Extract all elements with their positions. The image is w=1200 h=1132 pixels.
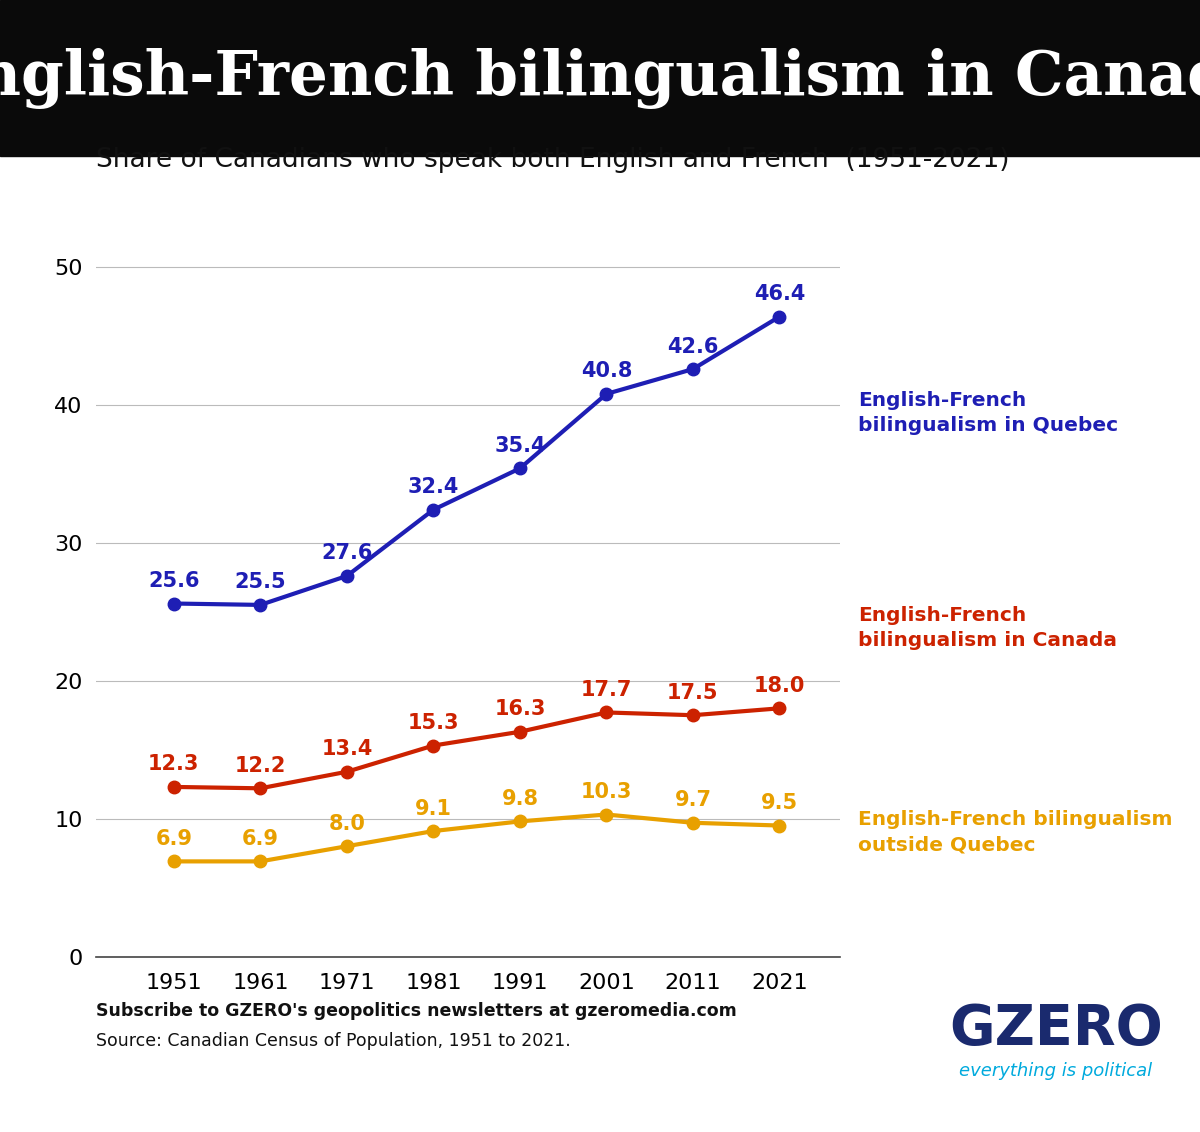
Text: English-French bilingualism in Canada: English-French bilingualism in Canada: [0, 48, 1200, 109]
Text: 12.3: 12.3: [148, 754, 199, 774]
Text: 9.8: 9.8: [502, 789, 539, 809]
Text: 10.3: 10.3: [581, 782, 632, 801]
Text: 17.5: 17.5: [667, 683, 719, 703]
Text: 46.4: 46.4: [754, 284, 805, 305]
Text: 17.7: 17.7: [581, 680, 632, 700]
Text: 18.0: 18.0: [754, 676, 805, 696]
Text: English-French
bilingualism in Canada: English-French bilingualism in Canada: [858, 607, 1117, 650]
Text: English-French
bilingualism in Quebec: English-French bilingualism in Quebec: [858, 392, 1118, 435]
Text: 9.5: 9.5: [761, 794, 798, 813]
Text: Share of Canadians who speak both English and French  (1951-2021): Share of Canadians who speak both Englis…: [96, 147, 1009, 173]
Text: English-French bilingualism
outside Quebec: English-French bilingualism outside Queb…: [858, 811, 1172, 854]
Text: 32.4: 32.4: [408, 478, 460, 497]
Text: Subscribe to GZERO's geopolitics newsletters at gzeromedia.com: Subscribe to GZERO's geopolitics newslet…: [96, 1002, 737, 1020]
Text: Source: Canadian Census of Population, 1951 to 2021.: Source: Canadian Census of Population, 1…: [96, 1032, 571, 1050]
Text: 15.3: 15.3: [408, 713, 460, 734]
Text: everything is political: everything is political: [960, 1062, 1152, 1080]
Text: 9.1: 9.1: [415, 798, 452, 818]
Text: 6.9: 6.9: [155, 829, 192, 849]
Text: 9.7: 9.7: [674, 790, 712, 811]
Text: 25.5: 25.5: [234, 573, 286, 592]
Text: 42.6: 42.6: [667, 336, 719, 357]
Text: 6.9: 6.9: [242, 829, 278, 849]
Text: 27.6: 27.6: [322, 543, 372, 564]
Text: 13.4: 13.4: [322, 739, 372, 760]
Text: 35.4: 35.4: [494, 436, 546, 456]
Text: 12.2: 12.2: [235, 756, 286, 775]
Text: 8.0: 8.0: [329, 814, 365, 834]
Text: GZERO: GZERO: [949, 1002, 1163, 1056]
Text: 16.3: 16.3: [494, 700, 546, 719]
Text: 25.6: 25.6: [148, 571, 199, 591]
Text: 40.8: 40.8: [581, 361, 632, 381]
